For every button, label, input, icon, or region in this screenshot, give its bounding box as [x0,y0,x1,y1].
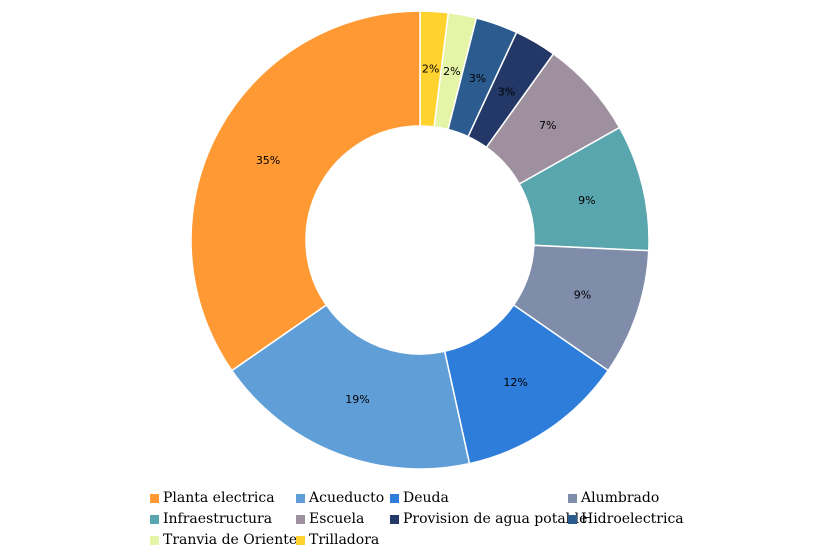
legend-item-planta-electrica: Planta electrica [150,489,296,508]
legend-swatch-trilladora [296,536,305,545]
data-label-infraestructura: 9% [578,194,595,207]
data-label-deuda: 12% [503,376,527,389]
data-label-alumbrado: 9% [574,289,591,302]
legend-label-escuela: Escuela [309,511,365,527]
legend-item-acueducto: Acueducto [296,489,390,508]
data-label-tranvia-de-oriente: 2% [443,65,460,78]
legend-label-alumbrado: Alumbrado [581,490,660,506]
legend-item-deuda: Deuda [390,489,568,508]
legend-item-provision-de-agua-potable: Provision de agua potable [390,510,587,529]
data-label-acueducto: 19% [345,393,369,406]
legend-label-provision-de-agua-potable: Provision de agua potable [403,511,588,527]
legend-label-trilladora: Trilladora [309,532,380,548]
legend-label-infraestructura: Infraestructura [163,511,273,527]
legend-label-tranvia-de-oriente: Tranvia de Oriente [163,532,298,548]
data-label-planta-electrica: 35% [256,154,280,167]
legend-item-escuela: Escuela [296,510,390,529]
legend-swatch-escuela [296,515,305,524]
legend-swatch-hidroelectrica [568,515,577,524]
legend-swatch-provision-de-agua-potable [390,515,399,524]
legend-label-acueducto: Acueducto [309,490,385,506]
legend-swatch-infraestructura [150,515,159,524]
data-label-provision-de-agua-potable: 3% [498,85,515,98]
legend-swatch-alumbrado [568,494,577,503]
legend-label-deuda: Deuda [403,490,449,506]
legend-swatch-planta-electrica [150,494,159,503]
legend-item-infraestructura: Infraestructura [150,510,296,529]
legend-swatch-acueducto [296,494,305,503]
slice-acueducto [230,303,471,470]
data-label-trilladora: 2% [422,62,439,75]
legend-label-planta-electrica: Planta electrica [163,490,275,506]
legend-item-hidroelectrica: Hidroelectrica [568,510,710,529]
legend-swatch-tranvia-de-oriente [150,536,159,545]
chart-slices [190,10,650,470]
legend-item-tranvia-de-oriente: Tranvia de Oriente [150,531,298,550]
data-label-hidroelectrica: 3% [469,72,486,85]
legend-swatch-deuda [390,494,399,503]
chart-legend: Planta electrica Acueducto Deuda Alumbra… [150,489,710,550]
legend-item-alumbrado: Alumbrado [568,489,710,508]
legend-label-hidroelectrica: Hidroelectrica [581,511,684,527]
legend-item-trilladora: Trilladora [296,531,390,550]
slice-planta-electrica [190,10,421,372]
data-label-escuela: 7% [539,119,556,132]
chart-data-labels: 2% 2% 3% 3% 7% 9% 9% 12% 19% 35% [256,62,596,406]
